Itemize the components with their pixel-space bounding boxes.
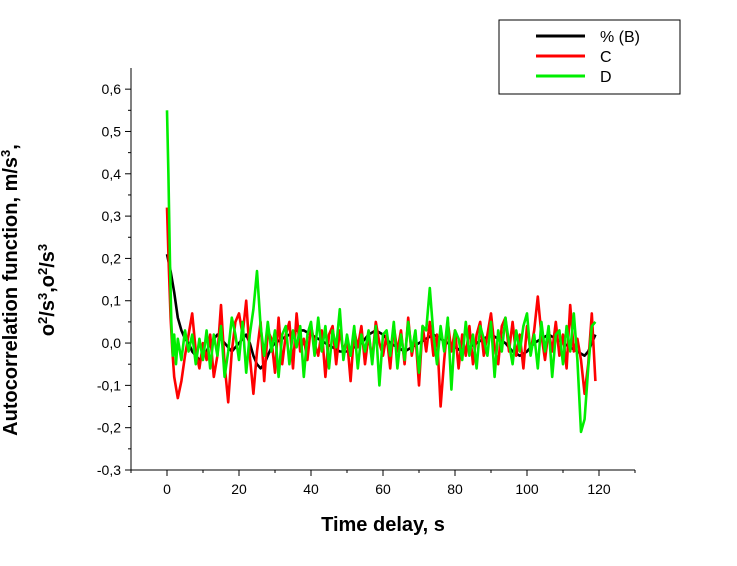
x-tick-label: 120 xyxy=(587,481,611,497)
series-layer xyxy=(165,110,597,434)
y-tick-label: 0,2 xyxy=(102,250,122,266)
y-tick-label: -0,2 xyxy=(97,420,121,436)
series-line-3 xyxy=(165,110,597,434)
x-tick-label: 60 xyxy=(375,481,391,497)
x-axis: 0 20 40 60 80 100 120 xyxy=(130,470,636,497)
y-tick-label: 0,0 xyxy=(102,335,122,351)
y-tick-label: 0,1 xyxy=(102,293,122,309)
y-axis-title-line1: Autocorrelation function, m/s3, xyxy=(0,144,22,436)
y-tick-label: 0,6 xyxy=(102,81,122,97)
y-tick-label: 0,5 xyxy=(102,123,122,139)
x-axis-title: Time delay, s xyxy=(321,514,445,536)
y-axis: -0,3 -0,2 -0,1 0,0 0,1 0,2 0,3 0,4 0,5 0,6 xyxy=(97,81,131,478)
x-tick-label: 0 xyxy=(163,481,171,497)
series-line-2 xyxy=(165,207,597,408)
x-tick-label: 40 xyxy=(303,481,319,497)
y-axis-title-line2: o2/s3,o2/s3 xyxy=(35,244,60,336)
y-tick-label: -0,1 xyxy=(97,377,121,393)
y-tick-label: 0,4 xyxy=(102,166,122,182)
legend-box xyxy=(498,19,681,95)
legend-label: % (B) xyxy=(600,29,640,46)
legend-label: C xyxy=(600,49,612,66)
y-tick-label: -0,3 xyxy=(97,462,121,478)
y-tick-label: 0,3 xyxy=(102,208,122,224)
y-axis-title: Autocorrelation function, m/s3, o2/s3,o2… xyxy=(0,144,59,436)
legend: % (B) CD xyxy=(498,19,681,95)
legend-label: D xyxy=(600,69,612,86)
x-tick-label: 100 xyxy=(515,481,539,497)
plot-area xyxy=(130,68,635,471)
x-tick-label: 80 xyxy=(447,481,463,497)
x-tick-label: 20 xyxy=(231,481,247,497)
